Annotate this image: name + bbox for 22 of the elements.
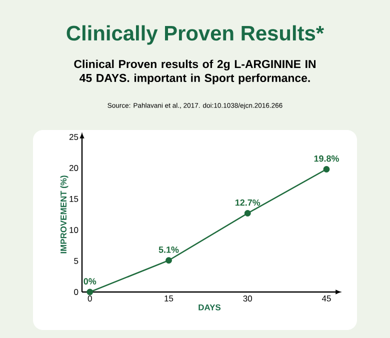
point	[323, 166, 330, 172]
data-label: 19.8%	[314, 155, 339, 162]
y-tick-label: 20	[69, 165, 78, 171]
x-tick-label: 45	[322, 296, 331, 302]
data-label: 0%	[84, 278, 96, 284]
x-tick-label: 0	[88, 296, 92, 302]
y-tick-label: 0	[74, 289, 78, 295]
x-tick-label: 15	[164, 296, 174, 302]
y-tick-label: 5	[74, 258, 78, 264]
point	[166, 257, 172, 264]
chart-subtitle: Clinical Proven results of 2g L-ARGININE IN 45 DAYS. important in Sport performance.	[74, 60, 316, 84]
chart-title: Clinically Proven Results*	[66, 25, 324, 45]
y-tick-label: 10	[70, 227, 78, 233]
x-axis-title: DAYS	[198, 304, 221, 310]
data-label: 5.1%	[158, 246, 179, 253]
x-tick-label: 30	[243, 296, 252, 302]
y-axis-title: IMPROVEMENT (%)	[60, 176, 68, 254]
y-tick-label: 15	[70, 196, 78, 202]
y-tick-label: 25	[69, 134, 78, 140]
point	[244, 210, 251, 216]
data-label: 12.7%	[235, 199, 260, 206]
point	[86, 288, 94, 296]
